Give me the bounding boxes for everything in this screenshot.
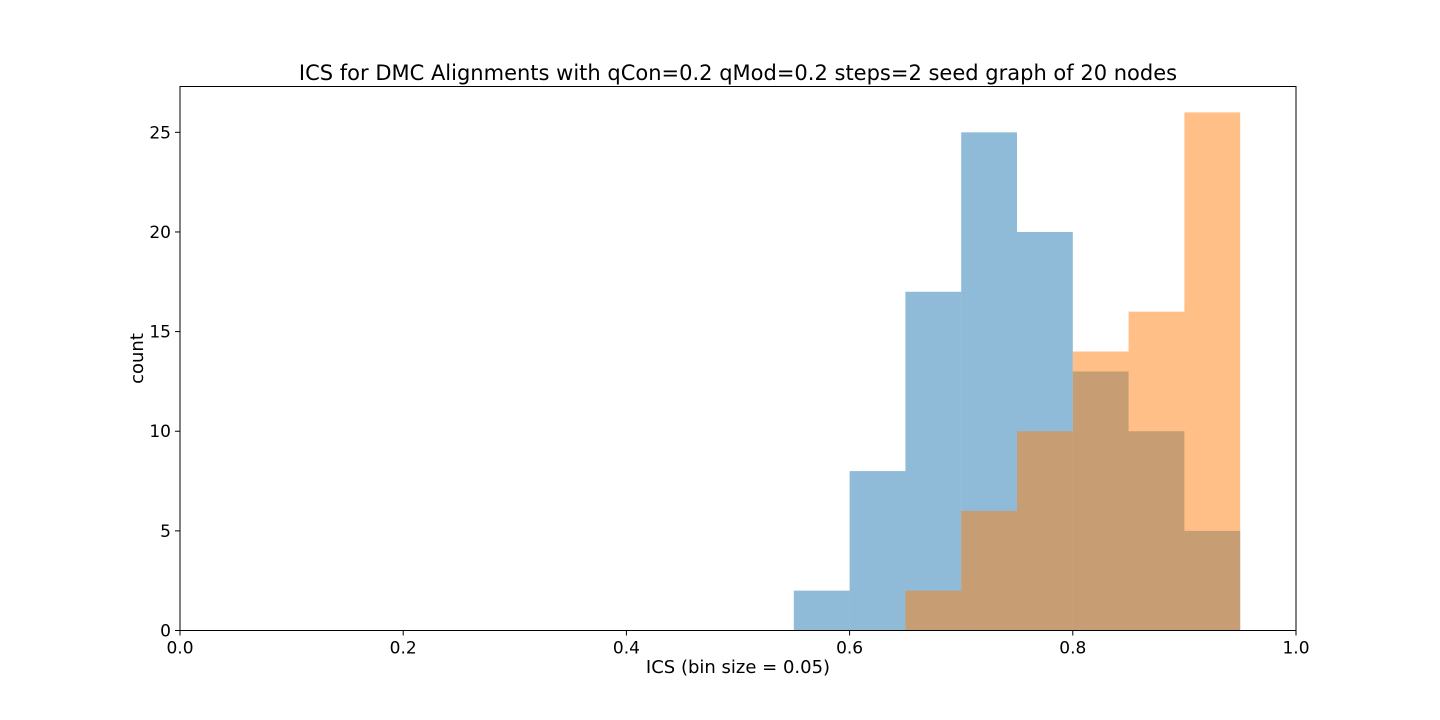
histogram-bar-series-2-bin-6 (1072, 351, 1129, 631)
y-tick-label: 0 (160, 622, 171, 642)
histogram-bar-series-1-bin-2 (849, 471, 906, 631)
y-tick-label: 15 (149, 323, 171, 343)
bars-layer (793, 112, 1241, 631)
y-tick-label: 10 (149, 422, 171, 442)
plot-frame (179, 86, 1297, 631)
x-tick-label: 1.0 (1282, 639, 1309, 659)
y-axis-label: count (127, 333, 148, 384)
histogram-bar-series-2-bin-4 (961, 510, 1017, 631)
x-tick-label: 0.6 (836, 639, 863, 659)
histogram-bar-series-2-bin-5 (1017, 431, 1073, 631)
y-tick-label: 20 (149, 223, 171, 243)
x-tick-label: 0.2 (390, 639, 417, 659)
histogram-bar-series-1-bin-1 (793, 590, 850, 631)
x-tick-label: 0.8 (1059, 639, 1086, 659)
histogram-bar-series-2-bin-3 (905, 590, 962, 631)
y-tick-label: 25 (149, 123, 171, 143)
x-tick-label: 0.0 (166, 639, 193, 659)
chart-title: ICS for DMC Alignments with qCon=0.2 qMo… (299, 61, 1177, 85)
x-axis-label: ICS (bin size = 0.05) (646, 657, 830, 678)
histogram-bar-series-1-bin-3 (905, 291, 962, 631)
x-axis-ticks: 0.0 0.2 0.4 0.6 0.8 1.0 (166, 630, 1310, 659)
y-tick-label: 5 (160, 522, 171, 542)
histogram-bar-series-2-bin-8 (1184, 112, 1241, 631)
y-axis-ticks: 0 5 10 15 20 25 (149, 123, 180, 642)
histogram-bar-series-2-bin-7 (1128, 311, 1185, 631)
x-tick-label: 0.4 (613, 639, 640, 659)
